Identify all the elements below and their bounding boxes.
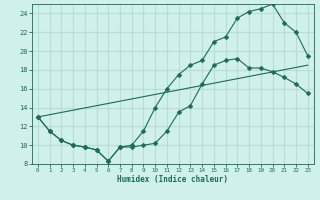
X-axis label: Humidex (Indice chaleur): Humidex (Indice chaleur): [117, 175, 228, 184]
